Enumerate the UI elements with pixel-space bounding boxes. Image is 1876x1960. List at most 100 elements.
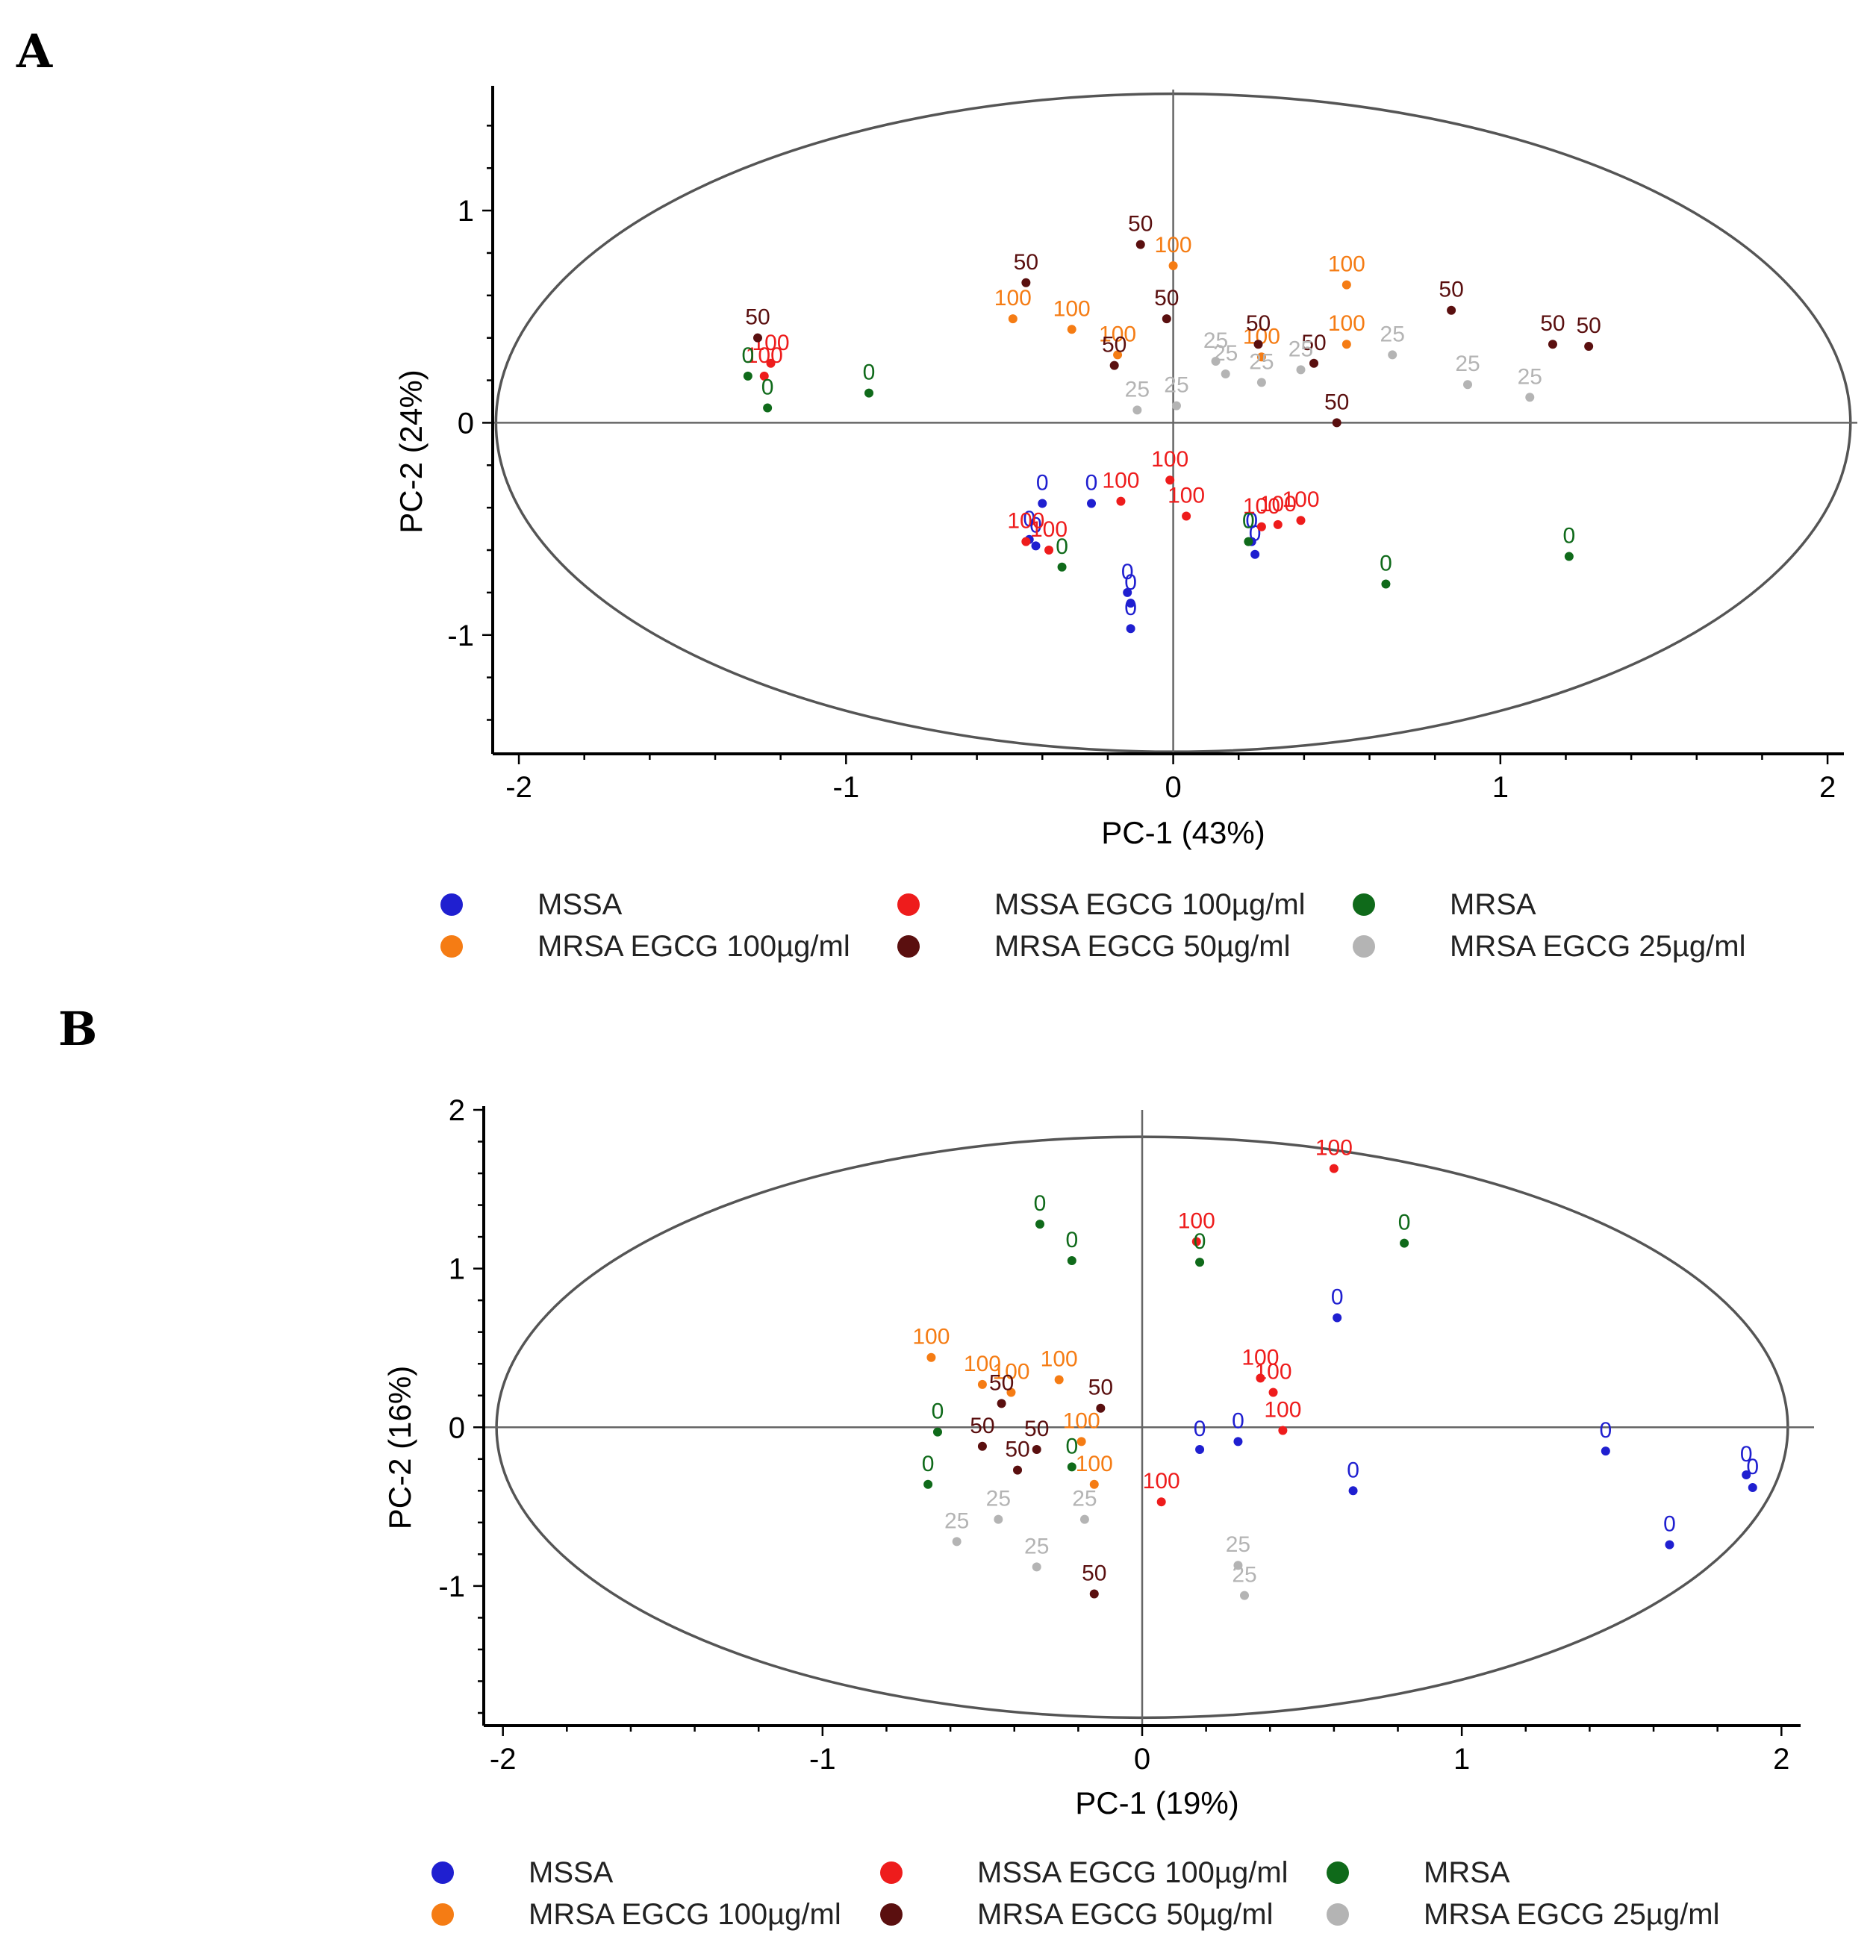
data-point-label: 25	[1232, 1563, 1256, 1588]
data-point-label: 0	[1398, 1211, 1411, 1235]
data-point	[1076, 1437, 1086, 1446]
data-point-label: 100	[1328, 252, 1365, 277]
data-point	[1067, 1462, 1076, 1472]
data-point-label: 0	[761, 375, 774, 400]
panel-b-y-axis-title: PC-2 (16%)	[382, 1366, 417, 1529]
data-point	[1381, 579, 1391, 589]
data-point-label: 0	[1245, 509, 1258, 534]
data-point-label: 100	[1041, 1346, 1078, 1371]
data-point-label: 25	[1226, 1532, 1250, 1557]
data-point	[1348, 1486, 1358, 1496]
data-point	[1168, 261, 1178, 271]
data-point	[1032, 1445, 1041, 1455]
data-point	[1132, 405, 1142, 415]
data-point	[1256, 378, 1266, 387]
legend-label: MRSA EGCG 25µg/ml	[1450, 930, 1745, 963]
data-point	[1156, 1497, 1166, 1507]
legend-item-mrsa-egcg-100ug-ml: MRSA EGCG 100µg/ml	[431, 1898, 841, 1931]
legend-item-mrsa: MRSA	[1353, 888, 1536, 921]
data-point-label: 50	[745, 305, 770, 330]
data-point	[1233, 1437, 1243, 1446]
data-point	[1038, 499, 1047, 508]
data-point-label: 50	[1154, 286, 1179, 310]
data-point	[1087, 499, 1097, 508]
panel-b-y-tick-label: -1	[438, 1570, 465, 1603]
data-point-label: 0	[1740, 1442, 1753, 1467]
panel-a-legend: MSSA MSSA EGCG 100µg/ml MRSA MRSA EGCG 100µ…	[440, 888, 1745, 963]
legend-label: MSSA	[529, 1856, 614, 1889]
panel-b-x-tick-label: 1	[1453, 1743, 1470, 1776]
data-point	[1182, 511, 1191, 521]
data-point-label: 100	[1282, 487, 1319, 512]
panel-b-y-tick-label: 2	[449, 1094, 465, 1127]
data-point-label: 0	[863, 361, 876, 385]
panel-b-x-tick-label: -1	[809, 1743, 836, 1776]
panel-a-x-tick-label: 2	[1819, 771, 1836, 804]
data-point-label: 100	[992, 1359, 1029, 1384]
data-point	[1447, 305, 1456, 315]
data-point-label: 50	[1301, 331, 1326, 355]
data-point	[1256, 1373, 1265, 1383]
legend-marker	[897, 893, 920, 916]
data-point	[1089, 1479, 1099, 1489]
legend-marker	[440, 935, 463, 958]
legend-label: MRSA EGCG 100µg/ml	[537, 930, 850, 963]
data-point-label: 100	[1259, 492, 1297, 516]
data-point	[1067, 325, 1076, 334]
data-point-label: 25	[1518, 364, 1542, 389]
data-point-label: 50	[1576, 313, 1601, 338]
data-point-label: 50	[1082, 1561, 1106, 1586]
panel-b-x-axis-title: PC-1 (19%)	[1075, 1785, 1238, 1820]
data-point	[1665, 1540, 1674, 1549]
data-point	[1341, 340, 1351, 349]
data-point-label: 100	[1063, 1408, 1100, 1433]
data-point-label: 100	[1030, 517, 1068, 542]
data-point-label: 50	[1439, 278, 1463, 302]
data-point	[1008, 314, 1018, 324]
panel-b-legend: MSSA MSSA EGCG 100µg/ml MRSA MRSA EGCG 100µ…	[431, 1856, 1719, 1931]
data-point-label: 0	[932, 1399, 944, 1424]
data-point-label: 25	[1203, 328, 1228, 353]
data-point-label: 0	[1121, 560, 1134, 584]
data-point	[926, 1352, 936, 1362]
panel-a-x-axis-title: PC-1 (43%)	[1101, 815, 1265, 850]
data-point-label: 0	[1085, 470, 1098, 495]
data-point	[752, 333, 762, 343]
data-point-label: 100	[1315, 1136, 1353, 1161]
data-point-label: 100	[1241, 1345, 1279, 1370]
data-point	[1195, 1258, 1205, 1267]
data-point-label: 25	[1455, 352, 1480, 376]
data-point-label: 0	[1124, 570, 1137, 595]
data-point	[1309, 358, 1319, 368]
panel-b-x-tick-label: 2	[1773, 1743, 1789, 1776]
data-point-label: 100	[1143, 1469, 1180, 1494]
data-point-label: 0	[1034, 1191, 1047, 1216]
data-point	[977, 1441, 987, 1451]
data-point	[1021, 537, 1031, 546]
data-point	[1109, 361, 1119, 370]
legend-marker	[1353, 893, 1375, 916]
data-point	[1032, 1562, 1041, 1572]
data-point-label: 0	[1029, 513, 1042, 537]
data-point	[1400, 1238, 1409, 1248]
legend-label: MRSA	[1450, 888, 1536, 921]
data-point-label: 25	[944, 1508, 969, 1533]
data-point	[1233, 1561, 1243, 1570]
data-point-label: 100	[1264, 1398, 1301, 1423]
data-point	[1126, 599, 1135, 608]
data-point	[1079, 1514, 1089, 1524]
panel-a-y-tick-label: 1	[458, 195, 474, 228]
panel-a-y-tick-label: 0	[458, 407, 474, 440]
legend-label: MSSA EGCG 100µg/ml	[994, 888, 1306, 921]
panel-a-series-mrsa-egcg-50ug-ml: 50 50 50 50 50 50 50 50 50 50 50	[745, 212, 1601, 428]
legend-item-mrsa: MRSA	[1327, 1856, 1510, 1889]
data-point-label: 0	[1194, 1417, 1206, 1441]
data-point-label: 100	[1076, 1452, 1113, 1476]
data-point	[1278, 1426, 1288, 1435]
data-point-label: 25	[1024, 1534, 1049, 1558]
data-point	[1021, 278, 1031, 287]
data-point	[1548, 340, 1557, 349]
